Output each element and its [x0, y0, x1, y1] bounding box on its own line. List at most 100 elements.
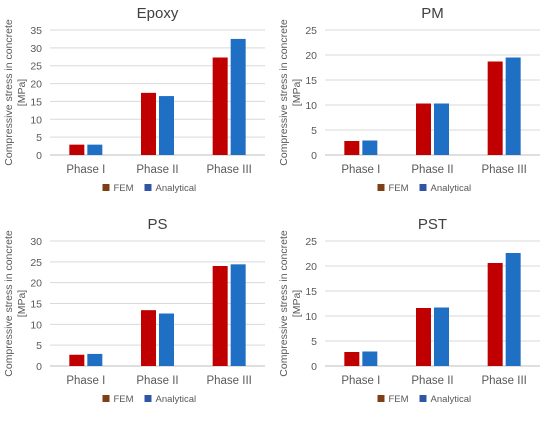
- bar-analytical-2: [434, 307, 449, 366]
- bar-analytical-1: [87, 353, 103, 366]
- legend-label-fem: FEM: [114, 183, 134, 194]
- y-axis-label-line1: Compressive stress in concrete: [3, 230, 15, 377]
- chart-title: PS: [147, 216, 167, 233]
- y-axis-label-line1: Compressive stress in concrete: [278, 230, 290, 377]
- x-tick-label: Phase II: [411, 375, 453, 387]
- x-tick-label: Phase II: [411, 164, 453, 176]
- legend-label-analytical: Analytical: [431, 394, 472, 405]
- legend-label-analytical: Analytical: [156, 394, 197, 405]
- bar-analytical-1: [87, 144, 103, 155]
- legend-swatch-analytical: [144, 184, 152, 191]
- legend-label-analytical: Analytical: [431, 183, 472, 194]
- x-tick-label: Phase I: [66, 375, 105, 387]
- x-tick-label: Phase III: [481, 375, 526, 387]
- bar-analytical-3: [505, 253, 521, 366]
- bar-analytical-2: [159, 313, 174, 366]
- y-axis-label-line1: Compressive stress in concrete: [278, 19, 290, 166]
- bar-fem-3: [487, 263, 503, 366]
- bar-fem-2: [416, 103, 431, 155]
- y-tick-label: 10: [30, 319, 42, 331]
- bar-fem-2: [141, 310, 156, 366]
- y-tick-label: 10: [305, 311, 317, 323]
- y-tick-label: 0: [36, 361, 42, 373]
- y-tick-label: 15: [305, 286, 317, 298]
- chart-panel-pst: PST Compressive stress in concrete[MPa] 0 5…: [275, 211, 550, 422]
- bar-fem-1: [69, 144, 85, 155]
- chart-title: PST: [418, 216, 447, 233]
- legend-swatch-analytical: [419, 184, 427, 191]
- legend-swatch-fem: [377, 184, 385, 191]
- bar-fem-1: [69, 354, 85, 366]
- x-tick-label: Phase III: [481, 164, 526, 176]
- chart-panel-pm: PM Compressive stress in concrete[MPa] 0 5 1…: [275, 0, 550, 211]
- y-tick-label: 35: [30, 25, 42, 37]
- y-axis-label: Compressive stress in concrete[MPa]: [3, 230, 28, 377]
- y-tick-label: 15: [30, 299, 42, 311]
- y-axis-label-line2: [MPa]: [16, 79, 28, 107]
- chart-panel-ps: PS Compressive stress in concrete[MPa] 0 5 1…: [0, 211, 275, 422]
- legend-label-fem: FEM: [389, 394, 409, 405]
- legend-label-analytical: Analytical: [156, 183, 197, 194]
- x-tick-label: Phase I: [341, 375, 380, 387]
- y-tick-label: 25: [305, 25, 317, 37]
- y-tick-label: 5: [36, 132, 42, 144]
- bar-fem-2: [416, 308, 431, 366]
- bar-analytical-3: [230, 264, 246, 366]
- legend-label-fem: FEM: [389, 183, 409, 194]
- bar-fem-1: [344, 141, 360, 155]
- y-tick-label: 5: [311, 336, 317, 348]
- y-tick-label: 30: [30, 43, 42, 55]
- y-tick-label: 10: [305, 100, 317, 112]
- bar-analytical-2: [159, 96, 174, 155]
- chart-pst: PST Compressive stress in concrete[MPa] 0 5…: [278, 216, 540, 405]
- chart-panel-epoxy: Epoxy Compressive stress in concrete[MPa]…: [0, 0, 275, 211]
- chart-epoxy: Epoxy Compressive stress in concrete[MPa]…: [3, 5, 265, 194]
- y-axis-label-line1: Compressive stress in concrete: [3, 19, 15, 166]
- chart-title: Epoxy: [137, 5, 179, 22]
- chart-ps: PS Compressive stress in concrete[MPa] 0 5 1…: [3, 216, 265, 405]
- y-tick-label: 5: [311, 125, 317, 137]
- y-tick-label: 0: [311, 361, 317, 373]
- bar-fem-1: [344, 352, 360, 366]
- y-tick-label: 5: [36, 340, 42, 352]
- legend-swatch-fem: [102, 395, 110, 402]
- y-tick-label: 10: [30, 114, 42, 126]
- y-tick-label: 0: [311, 150, 317, 162]
- bar-analytical-1: [362, 140, 378, 155]
- legend-swatch-fem: [377, 395, 385, 402]
- y-tick-label: 25: [30, 257, 42, 269]
- bar-fem-2: [141, 92, 156, 155]
- bar-analytical-2: [434, 103, 449, 155]
- y-axis-label-line2: [MPa]: [16, 290, 28, 318]
- y-axis-label-line2: [MPa]: [291, 79, 303, 107]
- y-axis-label: Compressive stress in concrete[MPa]: [278, 230, 303, 377]
- y-tick-label: 20: [305, 261, 317, 273]
- y-tick-label: 20: [30, 278, 42, 290]
- x-tick-label: Phase II: [136, 164, 178, 176]
- y-axis-label: Compressive stress in concrete[MPa]: [278, 19, 303, 166]
- y-tick-label: 25: [305, 236, 317, 248]
- bar-analytical-3: [505, 57, 521, 155]
- y-axis-label: Compressive stress in concrete[MPa]: [3, 19, 28, 166]
- x-tick-label: Phase III: [206, 164, 251, 176]
- y-tick-label: 0: [36, 150, 42, 162]
- chart-title: PM: [421, 5, 444, 22]
- y-tick-label: 25: [30, 61, 42, 73]
- legend-swatch-fem: [102, 184, 110, 191]
- y-axis-label-line2: [MPa]: [291, 290, 303, 318]
- legend-label-fem: FEM: [114, 394, 134, 405]
- y-tick-label: 20: [30, 79, 42, 91]
- bar-fem-3: [212, 57, 228, 155]
- chart-pm: PM Compressive stress in concrete[MPa] 0 5 1…: [278, 5, 540, 194]
- y-tick-label: 30: [30, 236, 42, 248]
- x-tick-label: Phase III: [206, 375, 251, 387]
- legend-swatch-analytical: [419, 395, 427, 402]
- bar-fem-3: [487, 61, 503, 155]
- x-tick-label: Phase I: [341, 164, 380, 176]
- legend-swatch-analytical: [144, 395, 152, 402]
- bar-analytical-3: [230, 38, 246, 155]
- x-tick-label: Phase I: [66, 164, 105, 176]
- y-tick-label: 20: [305, 50, 317, 62]
- x-tick-label: Phase II: [136, 375, 178, 387]
- y-tick-label: 15: [305, 75, 317, 87]
